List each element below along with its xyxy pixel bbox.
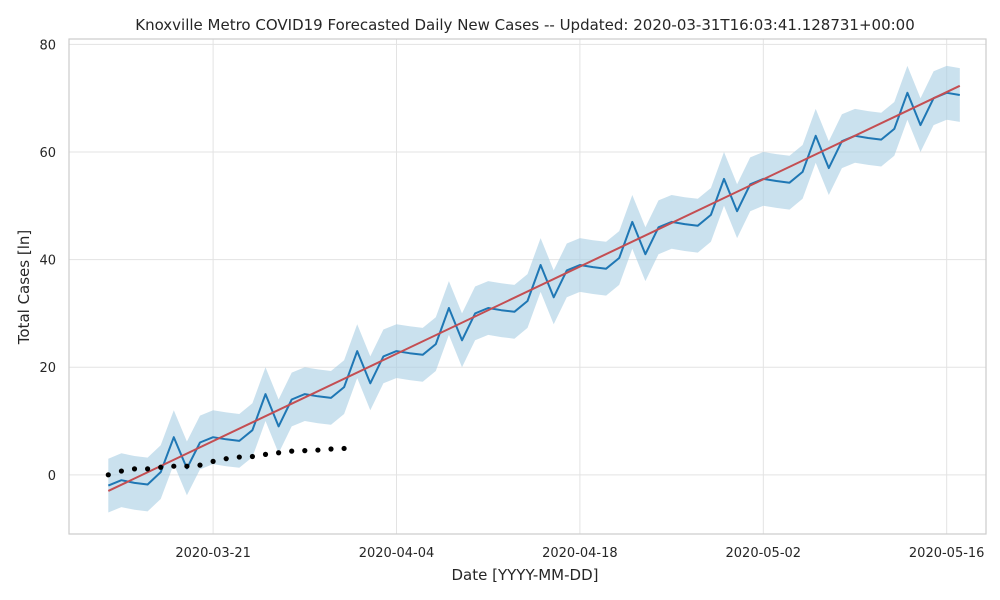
observed-points-layer <box>105 445 347 478</box>
observed-point <box>328 446 334 452</box>
y-tick-label: 40 <box>39 254 56 269</box>
y-tick-label: 20 <box>39 361 56 376</box>
x-tick-label: 2020-05-16 <box>909 546 985 561</box>
trend-line-layer <box>107 84 961 492</box>
chart-title: Knoxville Metro COVID19 Forecasted Daily… <box>135 16 915 34</box>
x-tick-label: 2020-03-21 <box>175 546 251 561</box>
y-tick-label: 80 <box>39 38 56 53</box>
plot-frame <box>68 38 987 535</box>
observed-point <box>105 472 111 478</box>
y-tick-label: 0 <box>48 469 56 484</box>
observed-point <box>210 458 216 464</box>
observed-point <box>145 466 151 472</box>
observed-point <box>184 463 190 469</box>
y-tick-label: 60 <box>39 146 56 161</box>
x-tick-labels: 2020-03-21 2020-04-04 2020-04-18 2020-05-02… <box>175 546 984 561</box>
trend-line <box>107 84 961 492</box>
observed-point <box>315 447 321 453</box>
observed-point <box>289 448 295 454</box>
x-axis-label: Date [YYYY-MM-DD] <box>451 566 598 584</box>
x-tick-label: 2020-04-04 <box>359 546 435 561</box>
forecast-line-layer <box>107 91 960 487</box>
observed-point <box>158 464 164 470</box>
x-tick-label: 2020-05-02 <box>726 546 802 561</box>
observed-point <box>197 462 203 468</box>
x-tick-label: 2020-04-18 <box>542 546 618 561</box>
forecast-line <box>107 91 960 487</box>
observed-point <box>223 456 229 462</box>
y-axis-label: Total Cases [ln] <box>15 230 33 345</box>
observed-point <box>262 451 269 457</box>
observed-point <box>131 466 138 472</box>
y-tick-labels: 0 20 40 60 80 <box>39 38 56 483</box>
observed-point <box>236 454 242 460</box>
observed-point <box>171 463 177 469</box>
observed-point <box>118 468 124 474</box>
observed-point <box>341 445 347 452</box>
observed-point <box>276 450 282 456</box>
observed-point <box>249 453 255 460</box>
observed-point <box>302 448 308 454</box>
